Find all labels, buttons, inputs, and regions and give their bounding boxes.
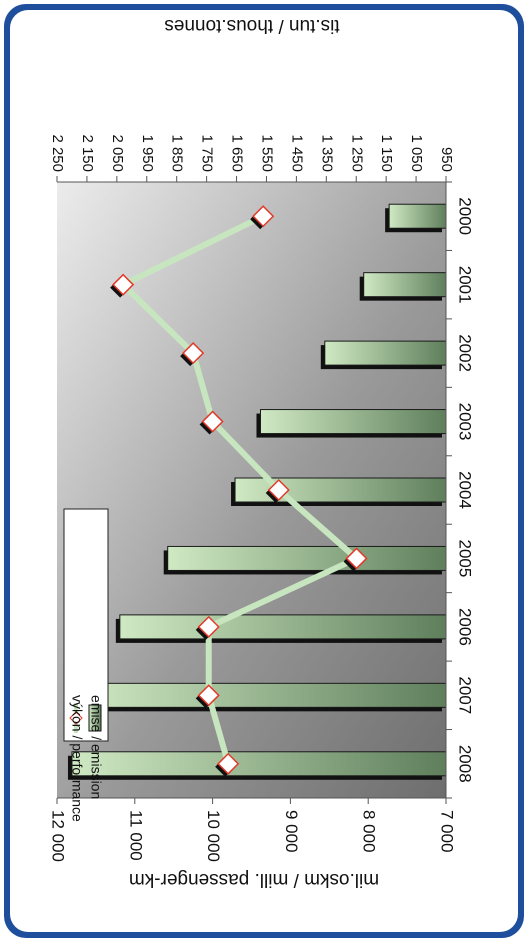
bar-2000 [388, 203, 447, 229]
bar-2008 [71, 751, 447, 777]
category-label-2006: 2006 [456, 608, 475, 646]
category-label-2007: 2007 [456, 676, 475, 714]
left-axis-label: tis.tun / thous.tonnes [164, 15, 339, 36]
left-tick-label-7: 1 550 [258, 134, 275, 172]
bar-2002 [324, 340, 447, 366]
marker-2002 [182, 342, 205, 365]
left-tick-label-2: 2 050 [109, 134, 126, 172]
bar-2001 [363, 272, 447, 298]
left-tick-label-8: 1 450 [288, 134, 305, 172]
legend-swatch-emission [88, 704, 102, 732]
marker-2007 [197, 684, 220, 707]
left-tick-label-3: 1 950 [139, 134, 156, 172]
category-label-2008: 2008 [456, 745, 475, 783]
legend-swatch-performance-marker [69, 711, 83, 725]
left-tick-label-10: 1 250 [348, 134, 365, 172]
legend-label-0: emise / emission [88, 695, 104, 799]
left-tick-label-13: 950 [438, 147, 455, 172]
right-tick-label-5: 7 000 [438, 810, 457, 853]
legend-box [63, 508, 109, 742]
marker-2006 [197, 615, 220, 638]
right-tick-label-0: 12 000 [49, 810, 68, 862]
bar-2006 [119, 614, 447, 640]
left-tick-label-1: 2 150 [79, 134, 96, 172]
left-tick-label-9: 1 350 [318, 134, 335, 172]
category-label-2001: 2001 [456, 266, 475, 304]
chart-canvas: 2000 2001 2002 2003 2004 2005 2006 2007 2008 2 25… [4, 4, 524, 938]
right-tick-label-2: 10 000 [204, 810, 223, 862]
bar-2007 [80, 682, 447, 708]
marker-2001 [112, 273, 135, 296]
left-tick-label-11: 1 150 [378, 134, 395, 172]
left-tick-label-12: 1 050 [408, 134, 425, 172]
left-tick-label-0: 2 250 [49, 134, 66, 172]
left-tick-label-5: 1 750 [199, 134, 216, 172]
category-label-2000: 2000 [456, 197, 475, 235]
marker-2003 [201, 410, 224, 433]
marker-2008 [217, 752, 240, 775]
bar-2005 [167, 545, 447, 571]
category-label-2003: 2003 [456, 403, 475, 441]
right-tick-label-1: 11 000 [126, 810, 145, 861]
bar-2003 [259, 409, 447, 435]
legend-label-1: výkon / performance [69, 695, 85, 822]
marker-2005 [345, 547, 368, 570]
left-tick-label-4: 1 850 [169, 134, 186, 172]
marker-2000 [252, 205, 275, 228]
category-label-2004: 2004 [456, 471, 475, 509]
chart-frame: 2000 2001 2002 2003 2004 2005 2006 2007 2008 2 25… [4, 4, 524, 938]
right-tick-label-4: 8 000 [360, 810, 379, 853]
line-series [110, 205, 368, 777]
right-tick-label-3: 9 000 [282, 810, 301, 853]
category-label-2002: 2002 [456, 334, 475, 372]
right-axis-label: mil.oskm / mill. passenger-km [129, 869, 379, 890]
category-label-2005: 2005 [456, 540, 475, 578]
marker-2004 [267, 478, 290, 502]
left-tick-label-6: 1 650 [229, 134, 246, 172]
axes: 2000 2001 2002 2003 2004 2005 2006 2007 2008 2 25… [49, 15, 475, 890]
